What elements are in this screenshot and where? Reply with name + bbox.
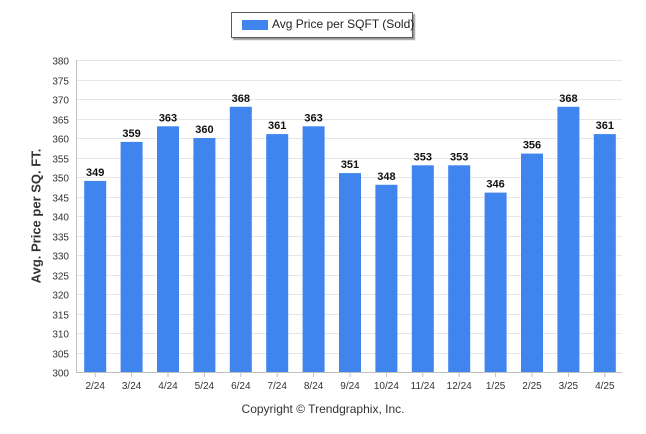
data-label: 346	[486, 179, 504, 191]
x-tick-label: 7/24	[267, 381, 287, 392]
x-tick-label: 4/24	[158, 381, 178, 392]
bar	[375, 184, 398, 372]
bars	[84, 106, 616, 373]
data-label: 353	[414, 151, 432, 163]
data-label: 359	[122, 128, 140, 140]
x-tick-label: 3/24	[122, 381, 142, 392]
x-tick-label: 2/24	[85, 381, 105, 392]
y-tick-label: 350	[52, 174, 69, 185]
x-tick-label: 8/24	[304, 381, 324, 392]
x-tick-label: 10/24	[374, 381, 399, 392]
y-tick-label: 370	[52, 96, 69, 107]
x-tick-label: 1/25	[486, 381, 506, 392]
legend: Avg Price per SQFT (Sold)	[231, 12, 415, 38]
bar	[557, 106, 580, 373]
legend-label: Avg Price per SQFT (Sold)	[272, 17, 415, 31]
bar	[593, 134, 616, 372]
data-label: 351	[341, 159, 359, 171]
bar	[302, 126, 325, 372]
data-label: 349	[86, 167, 104, 179]
x-tick-label: 5/24	[195, 381, 215, 392]
data-label: 356	[523, 140, 541, 152]
x-tick-label: 3/25	[559, 381, 579, 392]
bar	[448, 165, 471, 372]
data-labels: 349 359 363 360 368 361 363 351 348 353 353 346 356 3…	[86, 93, 614, 191]
copyright-credit: Copyright © Trendgraphix, Inc.	[241, 402, 405, 416]
data-label: 368	[559, 93, 577, 105]
y-tick-label: 375	[52, 77, 69, 88]
y-tick-label: 300	[52, 369, 69, 380]
bar	[193, 138, 216, 372]
y-tick-label: 330	[52, 252, 69, 263]
data-label: 348	[377, 171, 395, 183]
data-label: 363	[159, 112, 177, 124]
x-tick-label: 12/24	[447, 381, 472, 392]
y-tick-label: 325	[52, 272, 69, 283]
y-tick-label: 320	[52, 291, 69, 302]
y-tick-label: 305	[52, 350, 69, 361]
x-tick-label: 6/24	[231, 381, 251, 392]
y-tick-label: 360	[52, 135, 69, 146]
bar	[266, 134, 289, 372]
y-tick-label: 355	[52, 155, 69, 166]
bar	[84, 180, 107, 372]
bar	[339, 173, 361, 372]
legend-swatch	[242, 20, 268, 30]
y-tick-label: 315	[52, 311, 69, 322]
bar	[229, 106, 252, 373]
y-tick-label: 380	[52, 57, 69, 68]
x-tick-label: 11/24	[411, 381, 436, 392]
bar	[411, 165, 434, 372]
y-tick-label: 310	[52, 330, 69, 341]
x-tick-label: 2/25	[522, 381, 542, 392]
bar	[157, 126, 179, 372]
data-label: 360	[195, 124, 213, 136]
axes	[76, 60, 622, 377]
y-tick-labels: 300 305 310 315 320 325 330 335 340 345 350 355 360 3…	[52, 57, 69, 380]
data-label: 361	[268, 120, 286, 132]
x-tick-label: 4/25	[595, 381, 615, 392]
y-tick-label: 365	[52, 116, 69, 127]
x-tick-labels: 2/24 3/24 4/24 5/24 6/24 7/24 8/24 9/24 10/24 11/…	[85, 381, 615, 392]
y-tick-label: 335	[52, 233, 69, 244]
data-label: 363	[304, 112, 322, 124]
data-label: 353	[450, 151, 468, 163]
data-label: 361	[596, 120, 614, 132]
y-tick-label: 345	[52, 194, 69, 205]
bar	[484, 192, 507, 372]
bar	[521, 153, 543, 372]
y-tick-label: 340	[52, 213, 69, 224]
data-label: 368	[232, 93, 250, 105]
bar	[120, 141, 143, 372]
x-tick-label: 9/24	[340, 381, 360, 392]
